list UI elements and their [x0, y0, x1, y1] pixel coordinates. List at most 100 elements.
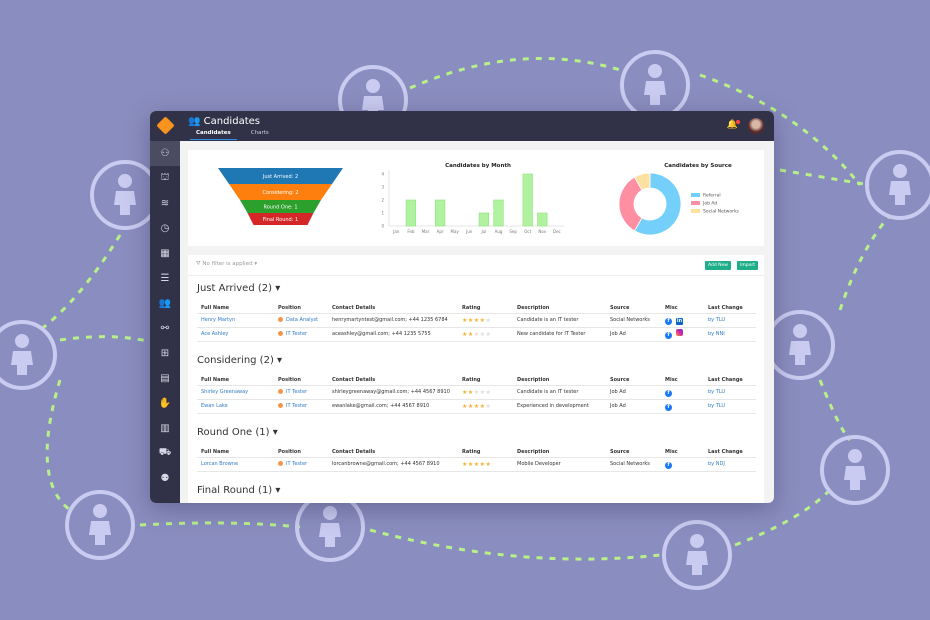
- candidate-name-link[interactable]: Lorcan Browne: [197, 457, 274, 472]
- column-header: Position: [274, 303, 328, 314]
- instagram-icon[interactable]: [676, 329, 683, 336]
- facebook-icon[interactable]: f: [665, 317, 672, 325]
- bar-chart-title: Candidates by Month: [445, 163, 511, 169]
- hand-coin-icon[interactable]: ✋: [158, 398, 172, 409]
- car-icon[interactable]: ⛟: [158, 447, 172, 458]
- description-cell: Candidate is an IT tester: [513, 385, 606, 400]
- group-header[interactable]: Round One (1) ▾: [197, 427, 278, 438]
- rating-stars[interactable]: ★★★★★: [462, 330, 492, 338]
- column-header: Full Name: [197, 375, 274, 386]
- group-header[interactable]: Final Round (1) ▾: [197, 485, 281, 496]
- last-change-link[interactable]: by TLU: [704, 385, 756, 400]
- group-header[interactable]: Just Arrived (2) ▾: [197, 283, 281, 294]
- last-change-link[interactable]: by NDJ: [704, 457, 756, 472]
- person-icon: [0, 320, 57, 390]
- position-link[interactable]: IT Tester: [286, 403, 308, 409]
- candidate-name-link[interactable]: Ewan Lake: [197, 399, 274, 414]
- connector-line: [409, 56, 621, 90]
- filter-dropdown[interactable]: ⛛ No filter is applied ▾: [196, 261, 258, 267]
- header: 👥 Candidates Candidates Charts 🔔: [150, 111, 774, 141]
- team-icon[interactable]: ⚉: [160, 473, 170, 484]
- column-header: Full Name: [197, 303, 274, 314]
- position-cell: IT Tester: [274, 399, 328, 414]
- position-link[interactable]: Data Analyst: [286, 317, 319, 323]
- column-header: Description: [513, 447, 606, 458]
- contact-cell: henrymartyntest@gmail.com; +44 1235 6784: [328, 313, 458, 328]
- rating-stars[interactable]: ★★★★★: [462, 388, 492, 396]
- connector-line: [818, 379, 852, 442]
- funnel-stage: [218, 168, 343, 184]
- funnel-label: Round One: 1: [263, 205, 297, 211]
- facebook-icon[interactable]: f: [665, 461, 672, 469]
- checklist-icon[interactable]: ☰: [160, 273, 170, 284]
- rating-stars[interactable]: ★★★★★: [462, 460, 492, 468]
- table-row[interactable]: Ace Ashley IT Tester aceashley@gmail.com; …: [197, 327, 756, 342]
- position-link[interactable]: IT Tester: [286, 461, 308, 467]
- candidates-table: Full Name Position Contact Details Rating De…: [197, 447, 756, 472]
- contact-cell: shirleygreenaway@gmail.com; +44 4567 891…: [328, 385, 458, 400]
- column-header: Misc: [661, 303, 704, 314]
- rating-stars[interactable]: ★★★★★: [462, 402, 492, 410]
- person-icon: [620, 50, 690, 120]
- tab-candidates[interactable]: Candidates: [190, 130, 237, 140]
- group-title: Just Arrived (2): [197, 283, 273, 294]
- connector-line: [734, 488, 832, 547]
- group-header[interactable]: Considering (2) ▾: [197, 355, 283, 366]
- candidate-name-link[interactable]: Ace Ashley: [197, 327, 274, 342]
- building-icon[interactable]: ▥: [160, 423, 170, 434]
- table-row[interactable]: Lorcan Browne IT Tester lorcanbrowne@gmail…: [197, 457, 756, 472]
- table-header-row: Full Name Position Contact Details Rating De…: [197, 303, 756, 314]
- table-row[interactable]: Henry Martyn Data Analyst henrymartyntest@…: [197, 313, 756, 328]
- position-link[interactable]: IT Tester: [286, 389, 308, 395]
- source-cell: Job Ad: [606, 385, 661, 400]
- import-button[interactable]: Import: [737, 261, 758, 270]
- rating-stars[interactable]: ★★★★★: [462, 316, 492, 324]
- misc-cell: f: [661, 385, 704, 400]
- ledger-icon[interactable]: ▤: [160, 373, 170, 384]
- column-header: Last Change: [704, 303, 756, 314]
- calendar-icon[interactable]: ▦: [160, 248, 170, 259]
- users-icon[interactable]: 👥: [158, 298, 172, 309]
- facebook-icon[interactable]: f: [665, 332, 672, 339]
- column-header: Full Name: [197, 447, 274, 458]
- last-change-link[interactable]: by TLU: [704, 313, 756, 328]
- group-title: Round One (1): [197, 427, 270, 438]
- description-cell: Candidate is an IT tester: [513, 313, 606, 328]
- linkedin-icon[interactable]: in: [676, 317, 683, 325]
- legend-label: Referral: [703, 193, 721, 199]
- bar-chart: 0 1 2 3 4 Jan Feb Mar Apr May Jun Jul Aug Sep Oct Nov De…: [381, 170, 565, 234]
- position-link[interactable]: IT Tester: [286, 331, 308, 337]
- bank-icon[interactable]: ⛫: [160, 172, 170, 183]
- handshake-icon[interactable]: ⚯: [160, 323, 170, 334]
- filter-text: No filter is applied: [202, 261, 253, 267]
- x-tick-label: Aug: [495, 229, 503, 234]
- last-change-link[interactable]: by TLU: [704, 399, 756, 414]
- people-icon[interactable]: ⚇: [150, 141, 180, 166]
- bar-Oct: [522, 173, 533, 227]
- description-cell: Experienced in development: [513, 399, 606, 414]
- avatar[interactable]: [748, 118, 764, 134]
- clock-icon[interactable]: ◷: [160, 223, 170, 234]
- legend-swatch: [691, 193, 700, 197]
- bar-Aug: [493, 199, 504, 227]
- position-cell: Data Analyst: [274, 313, 328, 328]
- facebook-icon[interactable]: f: [665, 403, 672, 411]
- divider: [188, 275, 764, 276]
- notification-bell-icon[interactable]: 🔔: [726, 120, 740, 130]
- candidate-name-link[interactable]: Shirley Greenaway: [197, 385, 274, 400]
- facebook-icon[interactable]: f: [665, 389, 672, 397]
- tab-charts[interactable]: Charts: [250, 130, 269, 136]
- candidates-table: Full Name Position Contact Details Rating De…: [197, 375, 756, 414]
- connector-line: [369, 528, 661, 561]
- table-row[interactable]: Shirley Greenaway IT Tester shirleygreenaw…: [197, 385, 756, 400]
- add-new-button[interactable]: Add New: [705, 261, 731, 270]
- candidate-name-link[interactable]: Henry Martyn: [197, 313, 274, 328]
- layers-icon[interactable]: ≋: [160, 198, 170, 209]
- column-header: Description: [513, 303, 606, 314]
- y-tick-label: 1: [381, 211, 384, 216]
- last-change-link[interactable]: by NNI: [704, 327, 756, 342]
- contact-cell: lorcanbrowne@gmail.com; +44 4567 8910: [328, 457, 458, 472]
- table-row[interactable]: Ewan Lake IT Tester ewanlake@gmail.com; +4…: [197, 399, 756, 414]
- org-chart-icon[interactable]: ⊞: [160, 348, 170, 359]
- bar-Feb: [405, 199, 416, 227]
